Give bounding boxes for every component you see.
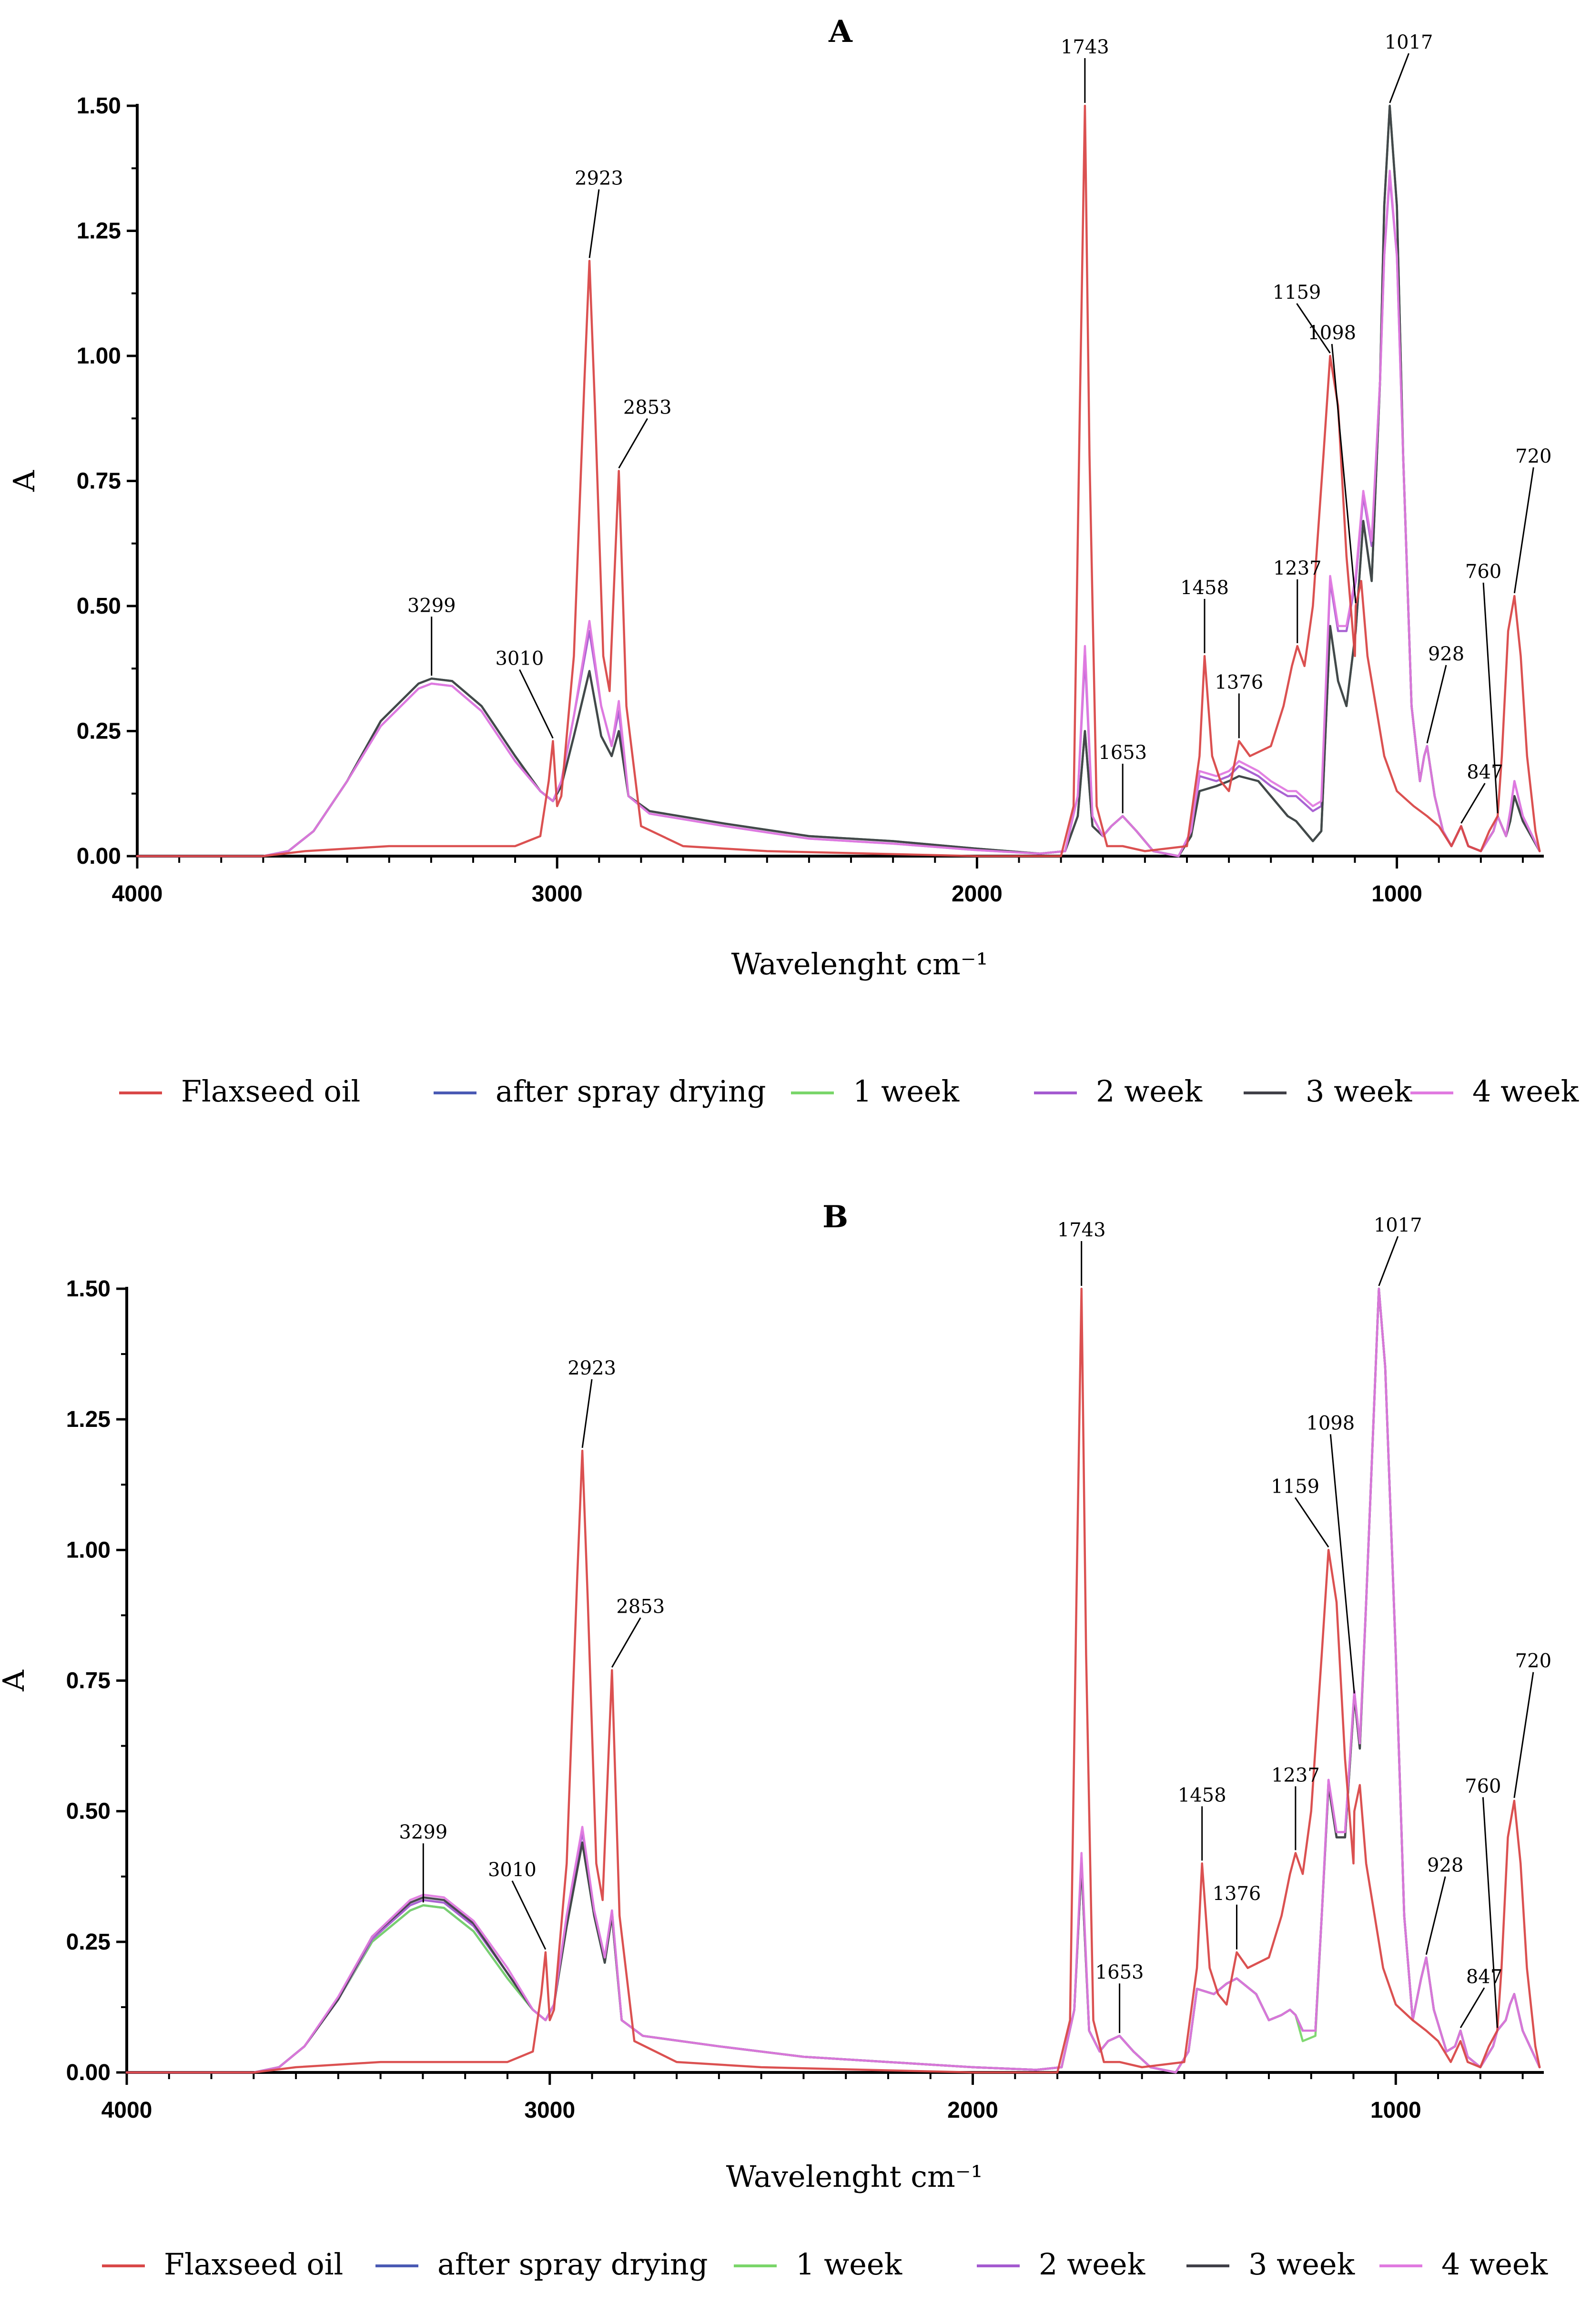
series-line-flaxseed-oil	[125, 1287, 1541, 2074]
peak-label: 1458	[1180, 577, 1229, 599]
y-tick-label: 0.50	[77, 594, 121, 619]
peak-label: 720	[1515, 445, 1551, 467]
peak-label: 928	[1428, 643, 1464, 665]
panel-a: A 0.00 0.25 0.50 0.75 1.00 1.25 1.50 4000 3000 200…	[7, 14, 1579, 1109]
y-tick-label: 0.50	[66, 1799, 111, 1824]
peak-label: 2853	[623, 397, 672, 419]
x-tick-label: 1000	[1371, 881, 1422, 907]
y-axis-title: A	[0, 1669, 31, 1692]
peak-leader	[1294, 1497, 1329, 1548]
panel-title: A	[828, 14, 853, 50]
peak-label: 1376	[1215, 672, 1263, 694]
peak-leader	[1425, 1876, 1446, 1955]
legend-label: 2 week	[1039, 2247, 1145, 2282]
peak-label: 1098	[1306, 1412, 1355, 1434]
peak-leader	[1482, 1797, 1498, 2028]
peak-label: 1098	[1307, 322, 1356, 344]
peak-label: 1376	[1213, 1883, 1261, 1905]
y-tick-label: 1.00	[77, 344, 121, 369]
x-tick-label: 2000	[947, 2098, 998, 2123]
y-tick-label: 0.25	[66, 1930, 111, 1955]
legend-label: Flaxseed oil	[181, 1074, 360, 1109]
peak-leader	[1331, 344, 1357, 604]
y-tick-label: 1.50	[77, 93, 121, 119]
y-tick-label: 0.75	[66, 1668, 111, 1694]
peak-label: 1237	[1273, 557, 1322, 579]
peak-label: 1017	[1374, 1214, 1422, 1236]
legend-label: Flaxseed oil	[164, 2247, 343, 2282]
peak-label: 1743	[1057, 1219, 1106, 1241]
peak-leader	[1378, 1236, 1399, 1286]
legend-label: 3 week	[1306, 1074, 1412, 1109]
y-tick-label: 0.00	[66, 2060, 111, 2085]
y-tick-label: 1.25	[66, 1407, 111, 1432]
y-tick-label: 0.25	[77, 719, 121, 744]
legend-label: after spray drying	[496, 1074, 766, 1109]
peak-leader	[1296, 303, 1331, 354]
legend-label: 4 week	[1472, 1074, 1579, 1109]
peak-leader	[1513, 1672, 1534, 1798]
peak-leader	[1426, 665, 1447, 744]
peak-label: 847	[1467, 761, 1503, 783]
x-tick-label: 3000	[524, 2098, 575, 2123]
panel-title: B	[822, 1199, 848, 1235]
peak-label: 3010	[488, 1859, 537, 1881]
peak-label: 1159	[1273, 282, 1321, 303]
peak-label: 928	[1427, 1855, 1463, 1877]
peak-leader	[581, 1379, 593, 1448]
peak-label: 3299	[407, 595, 456, 616]
peak-leader	[588, 189, 600, 258]
legend-label: 3 week	[1248, 2247, 1355, 2282]
x-tick-label: 4000	[101, 2098, 152, 2123]
peak-label: 2923	[567, 1357, 616, 1379]
legend-label: 4 week	[1441, 2247, 1548, 2282]
peak-label: 2923	[575, 168, 623, 190]
y-tick-label: 1.25	[77, 219, 121, 244]
y-tick-label: 1.50	[66, 1276, 111, 1302]
x-tick-label: 4000	[112, 881, 163, 907]
peak-label: 3299	[399, 1821, 447, 1843]
x-axis-title: Wavelenght cm⁻¹	[731, 947, 988, 981]
peak-label: 1653	[1095, 1961, 1144, 1983]
y-tick-label: 1.00	[66, 1537, 111, 1563]
peak-label: 720	[1515, 1650, 1551, 1672]
peak-leader	[611, 1617, 641, 1668]
x-tick-label: 2000	[952, 881, 1003, 907]
peak-label: 760	[1465, 561, 1501, 583]
peak-label: 760	[1465, 1775, 1501, 1797]
peak-leader	[1459, 1987, 1485, 2029]
series-line-flaxseed-oil	[136, 104, 1541, 858]
legend-label: after spray drying	[437, 2247, 708, 2282]
peak-leader	[1460, 783, 1486, 824]
peak-label: 1653	[1098, 742, 1147, 764]
peak-label: 3010	[495, 648, 544, 670]
peak-label: 2853	[616, 1596, 665, 1618]
panel-b: B 0.00 0.25 0.50 0.75 1.00 1.25 1.50 4000 3000 200…	[0, 1199, 1551, 2282]
legend: Flaxseed oil after spray drying 1 week 2 we…	[119, 1074, 1579, 1109]
x-tick-label: 1000	[1370, 2098, 1421, 2123]
peak-label: 1458	[1178, 1784, 1226, 1806]
peak-label: 1237	[1271, 1764, 1320, 1786]
legend-label: 1 week	[853, 1074, 960, 1109]
peak-leader	[519, 669, 554, 739]
y-axis-title: A	[7, 470, 41, 492]
peak-leader	[511, 1880, 547, 1950]
peak-label: 1017	[1385, 31, 1433, 53]
legend: Flaxseed oil after spray drying 1 week 2 we…	[102, 2247, 1548, 2282]
x-axis-title: Wavelenght cm⁻¹	[726, 2159, 983, 2194]
peak-leader	[618, 418, 649, 469]
peak-leader	[1329, 1434, 1355, 1694]
peak-leader	[1513, 467, 1534, 594]
peak-label: 1743	[1061, 36, 1109, 58]
legend-label: 1 week	[796, 2247, 902, 2282]
peak-label: 1159	[1271, 1475, 1319, 1497]
legend-label: 2 week	[1096, 1074, 1203, 1109]
peak-label: 847	[1466, 1966, 1502, 1988]
y-tick-label: 0.00	[77, 844, 121, 869]
y-tick-label: 0.75	[77, 469, 121, 494]
peak-leader	[1389, 53, 1410, 103]
peak-leader	[1482, 582, 1499, 814]
x-tick-label: 3000	[532, 881, 583, 907]
